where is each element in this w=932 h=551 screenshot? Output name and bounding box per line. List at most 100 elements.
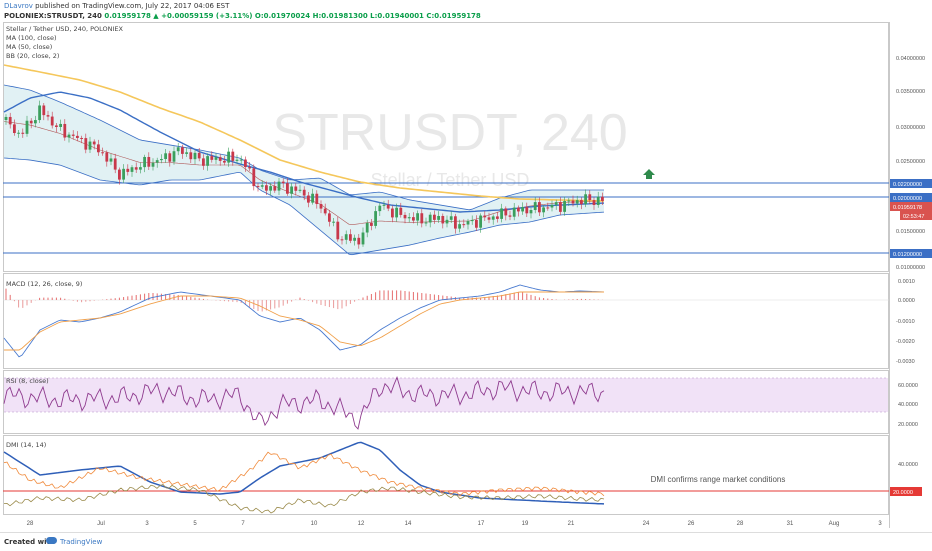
- chart-header: DLavrov published on TradingView.com, Ju…: [0, 0, 932, 22]
- dmi-tick: 40.0000: [898, 462, 918, 468]
- badge-price: [890, 202, 932, 211]
- candle-body: [323, 208, 327, 214]
- candle-body: [559, 202, 562, 212]
- candle-body: [542, 207, 545, 213]
- candle-body: [252, 168, 256, 187]
- candle-body: [382, 204, 386, 206]
- publish-info: published on TradingView.com, July 22, 2…: [35, 2, 230, 10]
- y-tick: 0.04000000: [896, 56, 925, 62]
- rsi-legend: RSI (8, close): [6, 377, 49, 385]
- rsi-tick: 60.0000: [898, 383, 918, 389]
- candle-body: [470, 219, 474, 222]
- di-plus-line: [3, 451, 605, 497]
- candle-body: [378, 205, 382, 212]
- candle-body: [349, 234, 352, 241]
- dmi-level-badge: [890, 487, 922, 496]
- candle-body: [517, 207, 520, 212]
- badge-line-mid-text: 0.02000000: [893, 196, 922, 202]
- candle-body: [113, 158, 117, 170]
- x-axis-label: 3: [145, 521, 149, 527]
- rsi-panel[interactable]: [3, 370, 889, 434]
- candle-body: [525, 207, 529, 214]
- candle-body: [302, 189, 306, 196]
- candle-body: [256, 186, 260, 188]
- chart-canvas[interactable]: STRUSDT, 240 Stellar / Tether USD DMI co…: [0, 0, 932, 532]
- candle-body: [67, 134, 71, 138]
- badge-line-low: [890, 249, 932, 258]
- candle-body: [298, 189, 302, 191]
- candle-body: [529, 210, 533, 214]
- candle-body: [105, 152, 109, 162]
- candle-body: [580, 200, 583, 205]
- badge-timer-text: 02:53:47: [903, 214, 924, 220]
- candle-body: [227, 151, 230, 163]
- candle-body: [538, 202, 541, 213]
- candle-body: [374, 211, 377, 226]
- candle-body: [193, 152, 197, 160]
- x-axis-label: Jul: [97, 521, 105, 527]
- candle-body: [416, 213, 419, 221]
- candle-body: [50, 116, 54, 126]
- tradingview-link[interactable]: TradingView: [60, 538, 103, 546]
- candle-body: [286, 183, 289, 194]
- di-minus-line: [3, 484, 605, 514]
- candle-body: [328, 213, 331, 222]
- candle-body: [218, 157, 222, 161]
- main-price-panel[interactable]: [3, 22, 889, 272]
- candle-body: [563, 201, 566, 212]
- price-axis[interactable]: [889, 22, 932, 528]
- candle-body: [214, 157, 218, 160]
- candle-body: [80, 137, 83, 139]
- badge-line-high-text: 0.02200000: [893, 182, 922, 188]
- candle-body: [407, 217, 411, 219]
- up-arrow-icon[interactable]: [643, 169, 655, 179]
- candle-body: [244, 159, 247, 168]
- candle-body: [189, 152, 193, 160]
- price-change: ▲ +0.00059159 (+3.11%): [153, 12, 253, 20]
- candle-body: [21, 132, 25, 134]
- last-price: 0.01959178: [104, 12, 151, 20]
- main-legend: Stellar / Tether USD, 240, POLONIEX MA (…: [6, 25, 123, 61]
- created-with-label: Created with: [4, 538, 55, 546]
- candle-body: [248, 167, 251, 169]
- candle-body: [567, 200, 571, 202]
- symbol-line: POLONIEX:STRUSDT, 240 0.01959178 ▲ +0.00…: [4, 12, 481, 21]
- x-axis-label: 21: [568, 521, 575, 527]
- candle-body: [239, 159, 243, 161]
- candle-body: [521, 207, 524, 212]
- footer: Created with TradingView: [0, 532, 932, 551]
- watermark-symbol: STRUSDT, 240: [272, 104, 627, 162]
- badge-price-text: 0.01959178: [893, 205, 922, 211]
- macd-tick: -0.0030: [896, 359, 915, 365]
- candle-body: [508, 215, 512, 217]
- candle-body: [139, 167, 142, 170]
- legend-ma50: MA (50, close): [6, 43, 53, 51]
- candle-body: [147, 156, 151, 167]
- macd-tick: 0.0000: [898, 298, 915, 304]
- y-tick: 0.03500000: [896, 89, 925, 95]
- candle-body: [17, 132, 20, 134]
- dmi-level-badge-text: 20.0000: [893, 490, 913, 496]
- x-axis-label: 28: [737, 521, 744, 527]
- candle-body: [307, 195, 310, 203]
- candle-body: [357, 237, 361, 245]
- candle-body: [391, 208, 394, 218]
- x-axis-label: 14: [405, 521, 412, 527]
- candle-body: [370, 222, 373, 226]
- macd-tick: -0.0010: [896, 319, 915, 325]
- candle-body: [365, 222, 369, 233]
- macd-legend: MACD (12, 26, close, 9): [6, 280, 83, 288]
- ma-100-line: [3, 64, 605, 202]
- candlesticks: [4, 100, 604, 249]
- dmi-panel[interactable]: [3, 435, 889, 515]
- candle-body: [206, 156, 209, 166]
- candle-body: [130, 167, 134, 172]
- candle-body: [449, 216, 453, 220]
- x-axis-label: 24: [643, 521, 650, 527]
- candle-body: [55, 125, 58, 127]
- macd-panel[interactable]: [3, 273, 889, 369]
- author-link[interactable]: DLavrov: [4, 2, 33, 10]
- candle-body: [172, 151, 176, 162]
- bollinger-band-fill: [4, 85, 604, 255]
- candle-body: [273, 186, 277, 191]
